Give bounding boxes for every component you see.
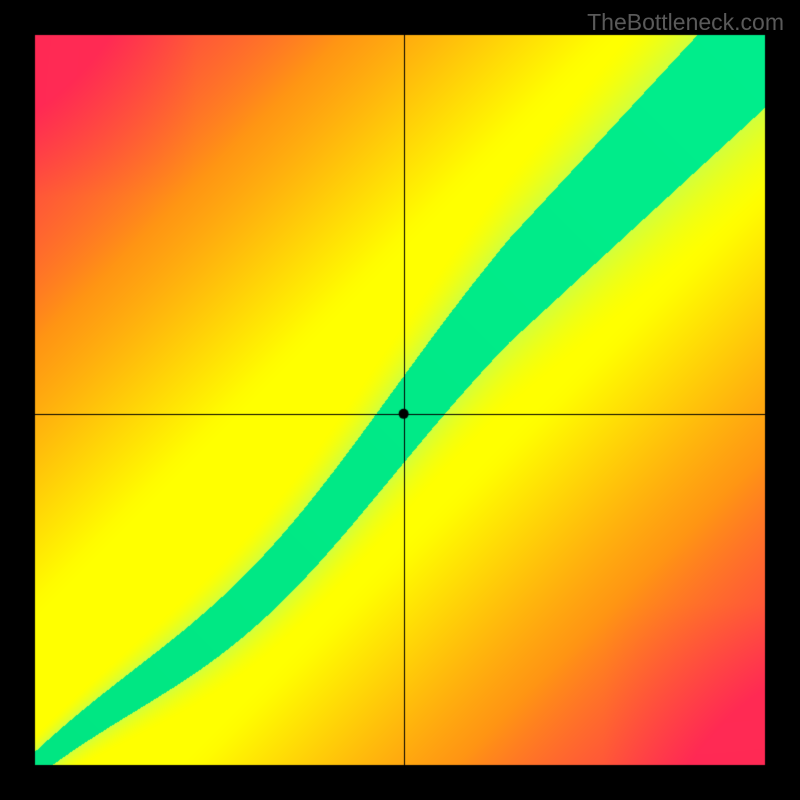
watermark-text: TheBottleneck.com (587, 9, 784, 36)
chart-container: { "canvas": { "width": 800, "height": 80… (0, 0, 800, 800)
bottleneck-heatmap (0, 0, 800, 800)
